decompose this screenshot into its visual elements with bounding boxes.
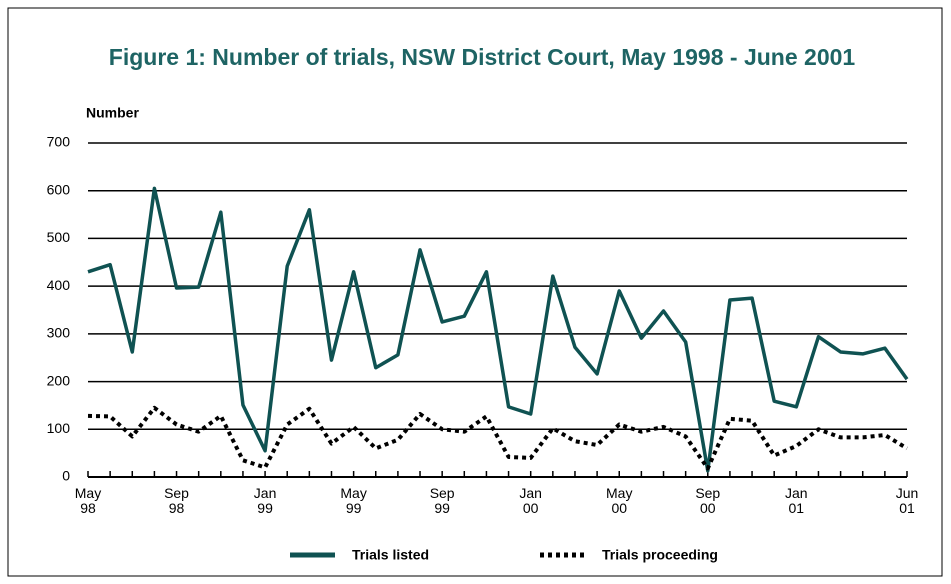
x-tick-label: May 00 xyxy=(606,485,633,516)
x-tick-label: May 99 xyxy=(340,485,367,516)
legend-label: Trials proceeding xyxy=(602,547,718,563)
y-tick-label: 100 xyxy=(47,420,71,436)
x-tick-label: Sep 99 xyxy=(429,485,455,516)
y-tick-label: 400 xyxy=(47,277,71,293)
x-tick-label: Sep 98 xyxy=(164,485,189,516)
y-tick-label: 0 xyxy=(62,468,70,484)
y-tick-label: 300 xyxy=(47,325,71,341)
y-tick-label: 200 xyxy=(47,372,71,388)
y-tick-label: 700 xyxy=(47,134,71,150)
series-line xyxy=(87,405,909,471)
legend-label: Trials listed xyxy=(352,547,429,563)
x-tick-label: Jun 01 xyxy=(895,485,919,516)
y-tick-label: 600 xyxy=(47,181,71,197)
x-tick-label: Jan 01 xyxy=(785,485,808,516)
chart-title: Figure 1: Number of trials, NSW District… xyxy=(109,44,856,70)
series-line xyxy=(87,186,909,473)
x-tick-label: May 98 xyxy=(74,485,102,516)
y-tick-label: 500 xyxy=(47,229,71,245)
x-tick-label: Sep 00 xyxy=(695,485,721,516)
x-tick-label: Jan 99 xyxy=(253,485,277,516)
x-tick-label: Jan 00 xyxy=(519,485,542,516)
y-axis-label: Number xyxy=(86,105,139,121)
